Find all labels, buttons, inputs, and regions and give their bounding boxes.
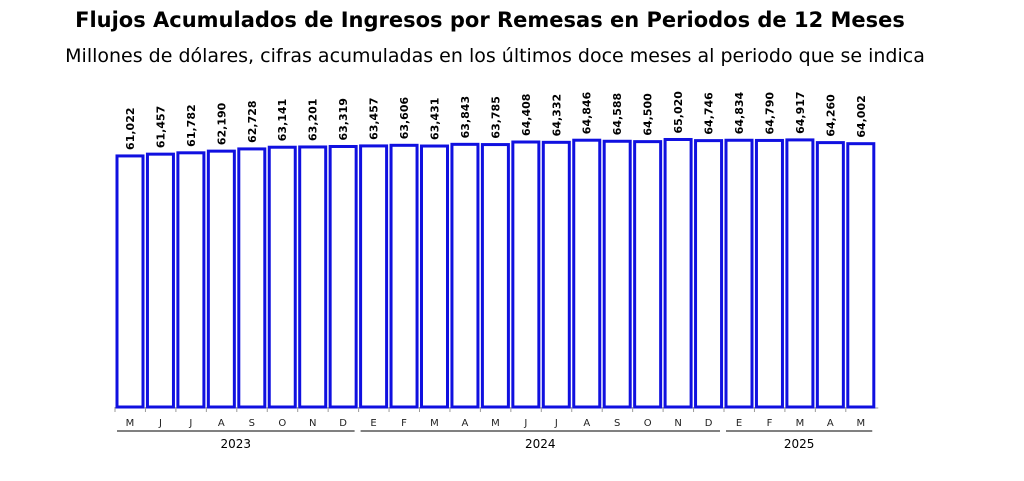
x-tick-label: A <box>218 418 225 429</box>
chart-title: Flujos Acumulados de Ingresos por Remesa… <box>75 8 905 32</box>
bar <box>359 144 389 409</box>
x-tick-label: J <box>554 418 558 429</box>
chart-subtitle: Millones de dólares, cifras acumuladas e… <box>65 45 925 67</box>
x-tick-label: J <box>188 418 192 429</box>
bar <box>145 152 175 409</box>
bar <box>724 138 754 409</box>
bar <box>206 149 236 409</box>
data-label: 63,319 <box>337 98 350 140</box>
bar <box>785 138 815 409</box>
x-tick-label: E <box>736 418 742 429</box>
bar <box>846 142 876 409</box>
data-label: 62,728 <box>246 100 259 142</box>
bar <box>389 143 419 409</box>
bar <box>602 139 632 409</box>
bar <box>754 138 784 409</box>
year-label: 2024 <box>525 437 556 451</box>
bar <box>176 151 206 409</box>
data-label: 64,834 <box>733 91 746 134</box>
x-tick-label: N <box>309 418 316 429</box>
data-label: 63,457 <box>368 97 381 139</box>
data-label: 63,606 <box>398 97 411 140</box>
x-tick-label: M <box>126 418 135 429</box>
data-label: 65,020 <box>672 91 685 134</box>
bar <box>815 141 845 409</box>
data-label: 63,201 <box>307 99 320 141</box>
x-tick-label: S <box>614 418 620 429</box>
data-label: 61,022 <box>124 107 137 149</box>
data-label: 64,408 <box>520 94 533 136</box>
x-tick-label: M <box>491 418 500 429</box>
bar <box>115 154 145 409</box>
bar <box>663 137 693 409</box>
bar <box>511 140 541 409</box>
data-label: 63,843 <box>459 96 472 138</box>
data-label: 63,431 <box>429 98 442 140</box>
year-label: 2025 <box>784 437 815 451</box>
data-label: 64,846 <box>581 91 594 134</box>
x-tick-label: O <box>644 418 652 429</box>
bar <box>633 140 663 409</box>
x-tick-label: F <box>767 418 773 429</box>
bar <box>572 138 602 409</box>
data-label: 61,782 <box>185 104 198 146</box>
year-label: 2023 <box>221 437 252 451</box>
data-label: 61,457 <box>154 106 167 148</box>
x-tick-label: J <box>523 418 527 429</box>
data-label: 64,588 <box>611 93 624 135</box>
data-label: 63,141 <box>276 99 289 141</box>
bar <box>267 145 297 409</box>
x-tick-label: M <box>856 418 865 429</box>
x-tick-label: O <box>278 418 286 429</box>
x-tick-label: M <box>796 418 805 429</box>
x-tick-label: D <box>705 418 713 429</box>
x-tick-label: A <box>583 418 590 429</box>
bar <box>480 143 510 409</box>
data-label: 62,190 <box>215 102 228 145</box>
x-tick-label: A <box>827 418 834 429</box>
bar <box>420 144 449 409</box>
bar <box>541 140 571 409</box>
data-label: 64,790 <box>763 92 776 135</box>
x-tick-label: M <box>430 418 439 429</box>
data-label: 64,500 <box>642 93 655 136</box>
x-tick-label: F <box>401 418 407 429</box>
data-label: 64,002 <box>855 95 868 137</box>
data-label: 63,785 <box>489 96 502 138</box>
bar <box>237 147 267 409</box>
data-label: 64,746 <box>703 92 716 135</box>
data-label: 64,332 <box>550 94 563 136</box>
bar <box>298 145 328 409</box>
bar <box>450 142 480 409</box>
x-tick-label: E <box>370 418 376 429</box>
x-tick-label: D <box>339 418 347 429</box>
x-tick-label: J <box>158 418 162 429</box>
x-tick-label: N <box>674 418 681 429</box>
data-label: 64,260 <box>824 94 837 137</box>
x-tick-label: S <box>249 418 255 429</box>
bar <box>328 144 358 409</box>
x-tick-label: A <box>462 418 469 429</box>
data-label: 64,917 <box>794 91 807 133</box>
bar <box>694 139 724 409</box>
